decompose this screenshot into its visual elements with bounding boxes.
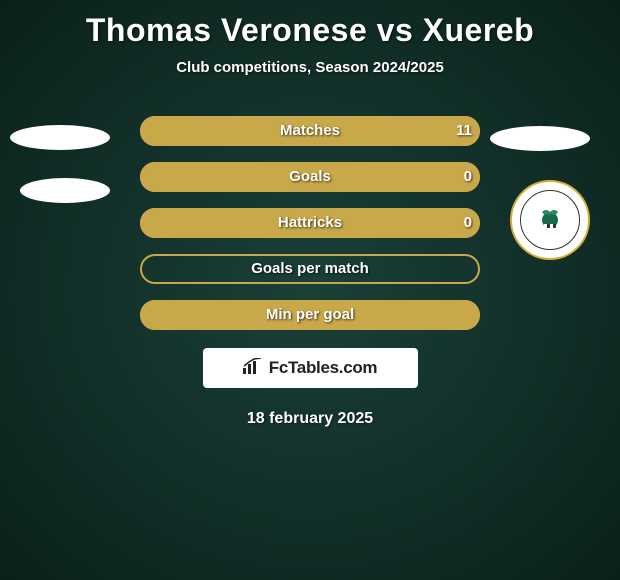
stat-label: Goals [140, 162, 480, 192]
stat-row: Min per goal [0, 300, 620, 330]
stat-row: Goals per match [0, 254, 620, 284]
date-label: 18 february 2025 [0, 410, 620, 428]
stat-label: Goals per match [140, 254, 480, 284]
subtitle: Club competitions, Season 2024/2025 [0, 59, 620, 76]
stat-row: Matches 11 [0, 116, 620, 146]
stat-value-right: 0 [464, 162, 472, 192]
stat-row: Hattricks 0 [0, 208, 620, 238]
stat-label: Hattricks [140, 208, 480, 238]
chart-icon [243, 358, 263, 379]
page-title: Thomas Veronese vs Xuereb [0, 0, 620, 49]
stat-value-right: 0 [464, 208, 472, 238]
stat-label: Min per goal [140, 300, 480, 330]
stat-label: Matches [140, 116, 480, 146]
stat-value-right: 11 [456, 116, 472, 146]
stat-row: Goals 0 [0, 162, 620, 192]
logo-text: FcTables.com [269, 358, 378, 378]
logo-box[interactable]: FcTables.com [203, 348, 418, 388]
